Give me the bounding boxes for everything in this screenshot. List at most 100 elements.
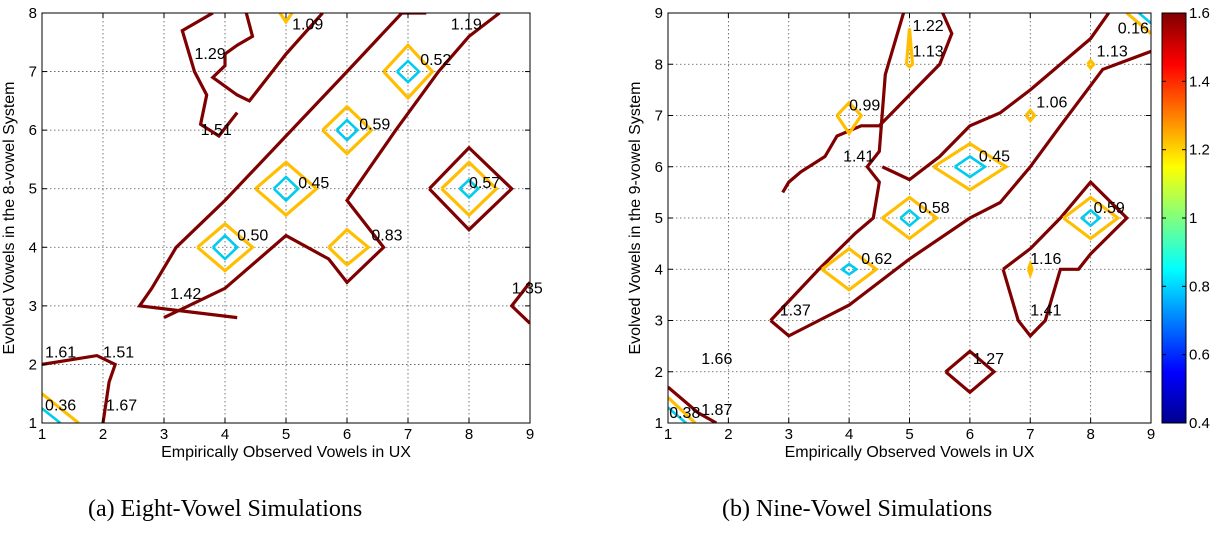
- contour-line-mid: [382, 42, 435, 101]
- contour-label: 1.41: [1030, 302, 1061, 319]
- contour-line-high: [668, 385, 718, 423]
- contour-line-low: [335, 118, 360, 142]
- contour-label: 1.37: [780, 302, 811, 319]
- y-tick-label: 1: [29, 415, 37, 432]
- contour-label: 1.13: [913, 43, 944, 60]
- y-tick-label: 5: [29, 181, 37, 198]
- y-tick-label: 9: [655, 5, 663, 22]
- contour-line-mid: [1125, 13, 1151, 35]
- contour-label: 0.16: [1118, 20, 1149, 37]
- contour-label: 1.06: [1036, 95, 1067, 112]
- contour-line-mid: [1026, 259, 1034, 280]
- y-tick-label: 6: [655, 159, 663, 176]
- x-tick-label: 3: [160, 426, 168, 443]
- contour-label: 1.41: [843, 149, 874, 166]
- x-tick-label: 3: [785, 426, 793, 443]
- panel-a-contour-labels: 1.09 1.29 1.19 0.52 1.51 0.59 0.45 0.57 0.50 0.83…: [45, 17, 543, 415]
- contour-label: 1.35: [512, 280, 543, 297]
- y-tick-label: 4: [655, 261, 663, 278]
- contour-label: 1.22: [913, 18, 944, 35]
- x-tick-label: 4: [845, 426, 853, 443]
- panel-b-x-axis-label: Empirically Observed Vowels in UX: [785, 444, 1035, 461]
- x-tick-label: 8: [465, 426, 473, 443]
- x-tick-label: 5: [905, 426, 913, 443]
- contour-line-low: [42, 407, 62, 423]
- contour-line-high: [509, 281, 530, 325]
- contour-label: 0.50: [237, 228, 268, 245]
- panel-b-grid: [668, 13, 1151, 423]
- colorbar-tick-label: 1.4: [1189, 73, 1210, 90]
- contour-line-mid: [327, 227, 371, 268]
- contour-line-high: [781, 13, 954, 194]
- contour-line-mid: [278, 13, 294, 25]
- contour-label: 0.45: [979, 149, 1010, 166]
- panel-a-grid: [42, 13, 530, 423]
- contour-line-high: [944, 349, 997, 395]
- x-tick-label: 1: [664, 426, 672, 443]
- x-tick-label: 6: [343, 426, 351, 443]
- contour-line-low: [668, 406, 687, 423]
- colorbar: 1.6 1.4 1.2 1 0.8 0.6 0.4: [1161, 5, 1210, 432]
- contour-line-low: [1080, 208, 1102, 228]
- contour-label: 0.57: [469, 175, 500, 192]
- panel-a-x-tick-labels: 1 2 3 4 5 6 7 8 9: [38, 13, 534, 443]
- contour-line-mid: [668, 396, 697, 423]
- x-tick-label: 4: [221, 426, 229, 443]
- contour-label: 1.42: [170, 286, 201, 303]
- contour-line-mid: [254, 160, 319, 218]
- y-tick-label: 7: [655, 108, 663, 125]
- contour-line-mid: [881, 195, 940, 241]
- y-tick-label: 7: [29, 64, 37, 81]
- colorbar-tick-label: 0.6: [1189, 347, 1210, 364]
- x-tick-label: 8: [1086, 426, 1094, 443]
- contour-label: 0.36: [45, 397, 76, 414]
- colorbar-tick-labels: 1.6 1.4 1.2 1 0.8 0.6 0.4: [1162, 5, 1210, 432]
- x-tick-label: 7: [1026, 426, 1034, 443]
- panel-b-y-axis-label: Evolved Vowels in the 9-vowel System: [627, 81, 644, 354]
- contour-line-low: [954, 154, 988, 179]
- contour-line-high: [769, 13, 906, 322]
- panel-a-y-tick-labels: 1 2 3 4 5 6 7 8: [29, 5, 530, 432]
- caption-a: (a) Eight-Vowel Simulations: [88, 496, 363, 522]
- contour-label: 0.52: [420, 52, 451, 69]
- panel-b-y-tick-labels: 1 2 3 4 5 6 7 8 9: [655, 5, 1151, 432]
- x-tick-label: 2: [724, 426, 732, 443]
- contour-line-mid: [321, 104, 374, 156]
- contour-line-high: [136, 13, 427, 320]
- y-tick-label: 2: [655, 364, 663, 381]
- contour-line-mid: [440, 160, 499, 218]
- panel-b-contour-labels: 1.22 1.13 0.16 1.13 0.99 1.06 1.41 0.45 0.58 0.59…: [669, 18, 1149, 422]
- contour-line-mid: [1024, 107, 1037, 124]
- contour-label: 1.29: [195, 46, 226, 63]
- colorbar-tick-label: 0.4: [1189, 415, 1210, 432]
- contour-label: 0.59: [1094, 200, 1125, 217]
- contour-label: 1.51: [103, 345, 134, 362]
- contour-line-high: [1001, 179, 1130, 339]
- contour-line-mid: [1062, 195, 1121, 241]
- contour-line-low: [1138, 13, 1151, 25]
- contour-line-low: [841, 262, 859, 276]
- y-tick-label: 1: [655, 415, 663, 432]
- contour-line-low: [272, 175, 301, 203]
- contour-line-high: [769, 49, 1151, 338]
- contour-label: 1.51: [201, 122, 232, 139]
- panel-a-eight-vowel: 1.09 1.29 1.19 0.52 1.51 0.59 0.45 0.57 0.50 0.83…: [1, 5, 543, 461]
- contour-label: 0.45: [298, 175, 329, 192]
- contour-line-high: [180, 13, 239, 139]
- contour-line-low: [211, 233, 240, 261]
- contour-label: 1.87: [701, 402, 732, 419]
- contour-line-mid: [196, 221, 255, 273]
- contour-label: 0.58: [919, 200, 950, 217]
- contour-label: 1.67: [106, 397, 137, 414]
- panel-a-x-axis-label: Empirically Observed Vowels in UX: [161, 444, 411, 461]
- contour-line-low: [396, 59, 421, 84]
- contour-line-high: [881, 13, 1111, 182]
- contour-label: 0.62: [861, 251, 892, 268]
- contour-line-mid: [835, 100, 864, 137]
- contour-line-high: [42, 353, 118, 423]
- contour-line-mid: [904, 28, 915, 69]
- colorbar-tick-label: 0.8: [1189, 278, 1210, 295]
- x-tick-label: 1: [38, 426, 46, 443]
- contour-label: 1.09: [292, 17, 323, 34]
